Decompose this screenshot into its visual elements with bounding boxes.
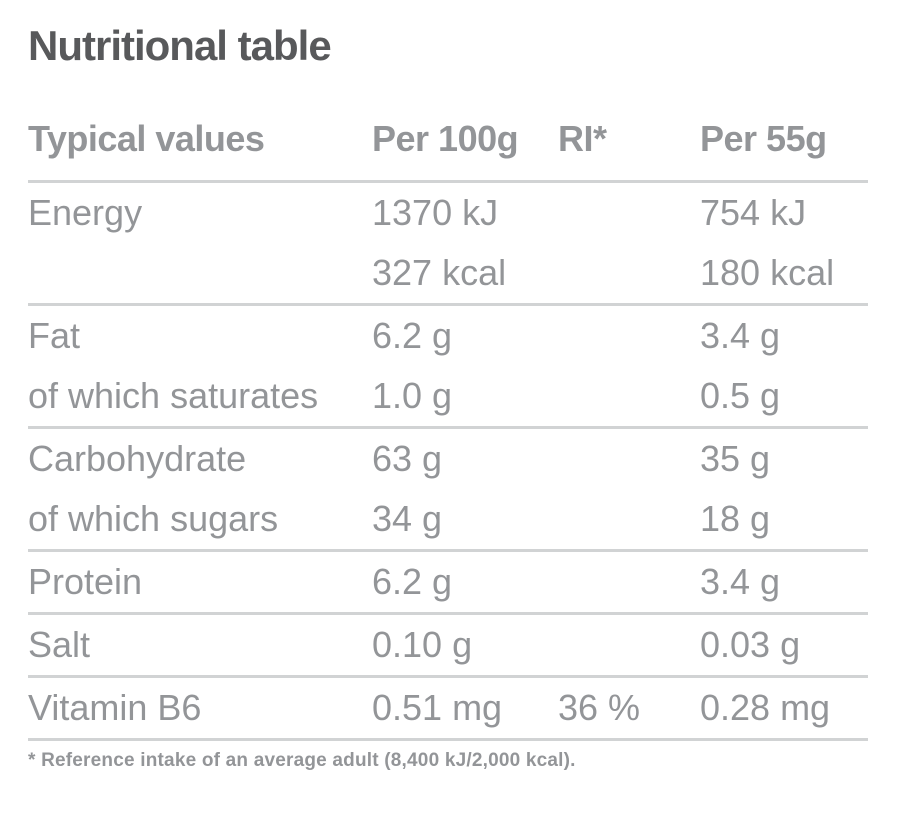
- value-ri: [558, 306, 700, 366]
- nutritional-table: Typical values Per 100g RI* Per 55g Ener…: [28, 109, 868, 772]
- table-group-salt: Salt 0.10 g 0.03 g: [28, 615, 868, 678]
- table-group-energy: Energy 1370 kJ 754 kJ 327 kcal 180 kcal: [28, 183, 868, 306]
- column-header-ri: RI*: [558, 118, 607, 159]
- table-group-protein: Protein 6.2 g 3.4 g: [28, 552, 868, 615]
- table-row: Protein 6.2 g 3.4 g: [28, 552, 868, 612]
- value-per-100g: 1370 kJ: [372, 192, 499, 233]
- table-row: of which sugars 34 g 18 g: [28, 489, 868, 549]
- value-per-55g: 3.4 g: [700, 561, 781, 602]
- value-per-55g: 3.4 g: [700, 315, 781, 356]
- table-row: Fat 6.2 g 3.4 g: [28, 306, 868, 366]
- table-row: of which saturates 1.0 g 0.5 g: [28, 366, 868, 426]
- value-per-55g: 754 kJ: [700, 192, 807, 233]
- value-ri: [558, 552, 700, 612]
- value-per-100g: 63 g: [372, 438, 443, 479]
- value-ri: 36 %: [558, 687, 641, 728]
- row-label: of which saturates: [28, 375, 319, 416]
- row-label: of which sugars: [28, 498, 279, 539]
- reference-intake-footnote: * Reference intake of an average adult (…: [28, 750, 576, 771]
- value-per-100g: 0.51 mg: [372, 687, 503, 728]
- row-label: Fat: [28, 315, 81, 356]
- page-title: Nutritional table: [28, 22, 332, 69]
- table-row: 327 kcal 180 kcal: [28, 243, 868, 303]
- row-label: Carbohydrate: [28, 438, 247, 479]
- table-row: Carbohydrate 63 g 35 g: [28, 429, 868, 489]
- value-per-55g: 35 g: [700, 438, 771, 479]
- value-per-100g: 34 g: [372, 498, 443, 539]
- row-label: Vitamin B6: [28, 687, 202, 728]
- value-per-55g: 0.5 g: [700, 375, 781, 416]
- table-row: Vitamin B6 0.51 mg 36 % 0.28 mg: [28, 678, 868, 738]
- value-ri: [558, 489, 700, 549]
- nutrition-panel: Nutritional table Typical values Per 100…: [28, 20, 868, 772]
- table-header-row: Typical values Per 100g RI* Per 55g: [28, 109, 868, 183]
- value-ri: [558, 615, 700, 675]
- value-per-100g: 1.0 g: [372, 375, 453, 416]
- value-per-55g: 0.03 g: [700, 624, 801, 665]
- table-row: Energy 1370 kJ 754 kJ: [28, 183, 868, 243]
- column-header-typical-values: Typical values: [28, 118, 265, 159]
- value-ri: [558, 243, 700, 303]
- value-per-100g: 6.2 g: [372, 315, 453, 356]
- value-per-55g: 18 g: [700, 498, 771, 539]
- column-header-per-55g: Per 55g: [700, 118, 827, 159]
- value-per-55g: 180 kcal: [700, 252, 835, 293]
- table-group-fat: Fat 6.2 g 3.4 g of which saturates 1.0 g…: [28, 306, 868, 429]
- value-per-55g: 0.28 mg: [700, 687, 831, 728]
- value-per-100g: 0.10 g: [372, 624, 473, 665]
- row-label: [28, 243, 372, 303]
- row-label: Energy: [28, 192, 143, 233]
- table-group-vitamin-b6: Vitamin B6 0.51 mg 36 % 0.28 mg: [28, 678, 868, 741]
- table-row: Salt 0.10 g 0.03 g: [28, 615, 868, 675]
- row-label: Protein: [28, 561, 143, 602]
- value-ri: [558, 183, 700, 243]
- table-group-carbohydrate: Carbohydrate 63 g 35 g of which sugars 3…: [28, 429, 868, 552]
- value-ri: [558, 429, 700, 489]
- row-label: Salt: [28, 624, 91, 665]
- column-header-per-100g: Per 100g: [372, 118, 519, 159]
- value-per-100g: 6.2 g: [372, 561, 453, 602]
- value-per-100g: 327 kcal: [372, 252, 507, 293]
- value-ri: [558, 366, 700, 426]
